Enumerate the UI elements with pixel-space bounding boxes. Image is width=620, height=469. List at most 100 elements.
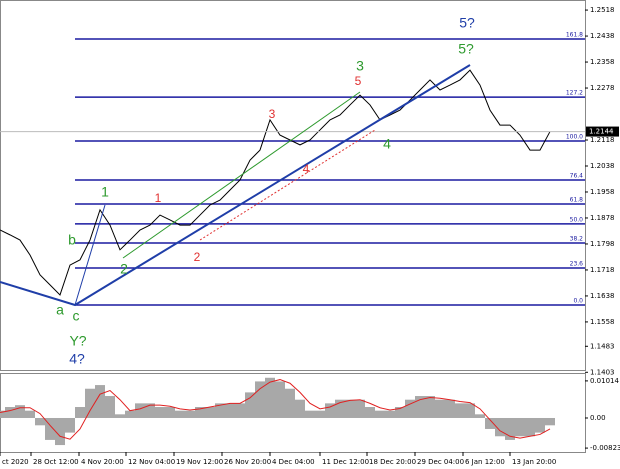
wave-label: 2 <box>194 250 201 264</box>
oscillator-bar <box>455 403 465 418</box>
oscillator-bar <box>515 417 525 437</box>
wave-label: 5? <box>459 15 475 31</box>
oscillator-bar <box>375 410 385 418</box>
y-tick-label: 1.1558 <box>590 318 615 326</box>
oscillator-bar <box>145 403 155 418</box>
y-tick-label: 1.1403 <box>590 368 615 376</box>
channel-line <box>122 91 361 259</box>
oscillator-bar <box>205 407 215 418</box>
wave-label: 4? <box>69 351 85 367</box>
oscillator-bar <box>125 410 135 418</box>
current-price-label: 1.2144 <box>589 128 614 136</box>
fib-label: 61.8 <box>570 197 584 204</box>
x-tick-label: 18 Dec 20:00 <box>369 458 416 466</box>
y-tick-label: 1.1798 <box>590 240 615 248</box>
wave-label: b <box>68 232 76 248</box>
fib-label: 76.4 <box>570 172 584 179</box>
oscillator-bar <box>325 403 335 418</box>
oscillator-bar <box>85 388 95 418</box>
oscillator-bar <box>265 377 275 418</box>
price-frame <box>0 0 586 371</box>
wave-label: 5 <box>355 74 362 88</box>
x-tick-label: 4 Nov 20:00 <box>81 458 124 466</box>
wave-label: 2 <box>120 261 128 277</box>
oscillator-bar <box>155 407 165 418</box>
y-tick-label: 1.1878 <box>590 214 615 222</box>
oscillator-bar <box>175 410 185 418</box>
oscillator-bar <box>105 396 115 418</box>
oscillator-bar <box>235 403 245 418</box>
wave-label: 3 <box>356 58 364 74</box>
oscillator-bar <box>415 396 425 418</box>
oscillator-bar <box>335 399 345 418</box>
oscillator-bar <box>345 399 355 418</box>
wave-label: Y? <box>69 333 86 349</box>
y-tick-label: 1.1958 <box>590 188 615 196</box>
y-tick-label: 0.00 <box>590 414 606 422</box>
y-tick-label: 1.1718 <box>590 266 615 274</box>
oscillator-bar <box>295 399 305 418</box>
oscillator-bar <box>505 417 515 440</box>
wave-label: c <box>73 308 80 324</box>
fib-label: 127.2 <box>566 90 583 97</box>
fib-label: 0.0 <box>573 298 583 305</box>
oscillator-bar <box>425 396 435 418</box>
wave-lines <box>0 64 471 307</box>
x-tick-label: 13 Jan 20:00 <box>512 458 556 466</box>
oscillator-bar <box>5 407 15 418</box>
oscillator-bar <box>365 407 375 418</box>
oscillator-bar <box>95 385 105 418</box>
oscillator-bar <box>245 392 255 418</box>
oscillator-bar <box>405 399 415 418</box>
wave-labels: 5? 5? 3 5 3 4 4 1 2 1 b 2 a c Y? 4? <box>56 15 475 367</box>
oscillator-bar <box>115 414 125 418</box>
x-tick-label: 26 Nov 20:00 <box>224 458 271 466</box>
wave-label: 4 <box>383 136 391 152</box>
fib-label: 161.8 <box>566 31 583 38</box>
oscillator-bar <box>545 417 555 426</box>
oscillator-bar <box>395 407 405 418</box>
oscillator-bar <box>485 417 495 429</box>
oscillator-bar <box>525 417 535 437</box>
oscillator-bar <box>285 388 295 418</box>
oscillator-bar <box>315 410 325 418</box>
oscillator-bar <box>435 399 445 418</box>
y-tick-label: 1.2118 <box>590 136 615 144</box>
x-tick-label: 12 Nov 04:00 <box>128 458 175 466</box>
y-tick-label: 1.2358 <box>590 58 615 66</box>
oscillator-bar <box>15 405 25 418</box>
wave-label: 4 <box>303 162 310 176</box>
oscillator-bar <box>35 417 45 426</box>
oscillator-bar <box>215 403 225 418</box>
oscillator-bar <box>185 410 195 418</box>
oscillator-bar <box>495 417 505 437</box>
wave-line <box>74 204 106 306</box>
oscillator-bar <box>225 403 235 418</box>
y-tick-label: 1.2038 <box>590 162 615 170</box>
signal-line <box>0 379 551 440</box>
y-tick-label: 1.1638 <box>590 292 615 300</box>
current-price-box <box>586 126 619 137</box>
price-line <box>0 69 551 296</box>
oscillator-bar <box>355 399 365 418</box>
fib-label: 100.0 <box>566 133 583 140</box>
x-tick-label: 11 Dec 12:00 <box>322 458 369 466</box>
x-tick-label: ct 2020 <box>2 458 29 466</box>
y-tick-label: -0.00823 <box>590 444 620 452</box>
fib-label: 50.0 <box>570 216 584 223</box>
wave-label: a <box>56 302 64 318</box>
oscillator-bar <box>195 407 205 418</box>
oscillator-bar <box>475 414 485 418</box>
oscillator-bar <box>0 410 5 418</box>
y-tick-label: 1.1483 <box>590 342 615 350</box>
oscillator-bar <box>25 410 35 418</box>
oscillator-bar <box>135 403 145 418</box>
y-tick-label: 1.2438 <box>590 32 615 40</box>
wave-label: 5? <box>458 41 474 57</box>
y-tick-label: 1.2278 <box>590 84 615 92</box>
oscillator-bar <box>55 417 65 446</box>
oscillator-bar <box>255 381 265 418</box>
x-tick-label: 29 Dec 04:00 <box>417 458 464 466</box>
x-tick-label: 19 Nov 12:00 <box>176 458 223 466</box>
